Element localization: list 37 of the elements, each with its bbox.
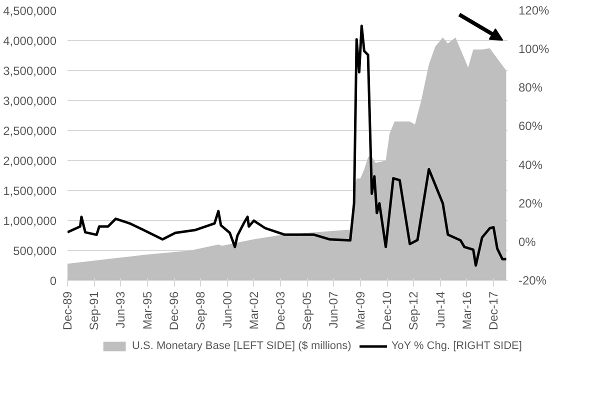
y2-tick-label: 100% [518, 42, 550, 56]
x-tick-label: Dec-96 [167, 291, 182, 330]
y-tick-label: 3,500,000 [3, 64, 57, 78]
x-tick-label: Dec-17 [486, 291, 501, 330]
y-tick-label: 3,000,000 [3, 94, 57, 108]
x-tick-label: Dec-89 [60, 291, 74, 330]
x-tick-label: Mar-02 [246, 291, 261, 330]
y-tick-label: 4,500,000 [3, 4, 57, 18]
x-tick-label: Sep-05 [300, 291, 314, 330]
x-tick-label: Jun-07 [326, 291, 341, 328]
y-tick-label: 500,000 [13, 244, 57, 258]
y2-tick-label: 60% [518, 119, 543, 134]
x-tick-label: Dec-10 [380, 291, 394, 330]
y2-tick-label: -20% [518, 274, 547, 288]
x-tick-label: Sep-12 [406, 291, 421, 330]
x-tick-label: Sep-98 [194, 291, 208, 330]
y-tick-label: 0 [50, 274, 57, 288]
x-tick-label: Jun-14 [433, 291, 448, 328]
y2-tick-label: 80% [518, 80, 543, 95]
legend-label: U.S. Monetary Base [LEFT SIDE] ($ millions) [132, 340, 352, 352]
y2-tick-label: 20% [518, 196, 543, 210]
y-tick-label: 2,000,000 [3, 154, 57, 168]
y2-tick-label: 40% [518, 158, 543, 172]
x-tick-label: Sep-91 [87, 291, 102, 330]
x-tick-label: Mar-95 [140, 291, 154, 330]
x-tick-label: Mar-16 [460, 291, 474, 330]
y-tick-label: 1,000,000 [3, 214, 57, 228]
x-tick-label: Jun-93 [114, 291, 128, 328]
y2-tick-label: 0% [518, 234, 536, 249]
y-tick-label: 2,500,000 [3, 124, 57, 138]
y-tick-label: 1,500,000 [3, 184, 57, 198]
legend-label: YoY % Chg. [RIGHT SIDE] [391, 340, 522, 352]
y-tick-label: 4,000,000 [3, 34, 57, 48]
x-tick-label: Mar-09 [353, 291, 368, 330]
y2-tick-label: 120% [518, 4, 550, 18]
x-tick-label: Dec-03 [274, 291, 288, 330]
x-tick-label: Jun-00 [220, 291, 234, 328]
